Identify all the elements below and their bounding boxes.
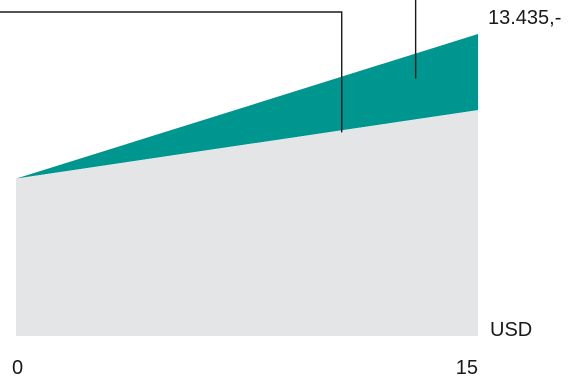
x-tick-label-end: 15 [456,357,478,376]
area-base [16,110,478,337]
y-unit-label: USD [490,319,532,341]
x-tick-label-start: 0 [12,357,23,376]
end-value-label: 13.435,- [488,7,561,29]
callout-line-base [0,11,343,133]
area-upper-band [16,34,478,179]
